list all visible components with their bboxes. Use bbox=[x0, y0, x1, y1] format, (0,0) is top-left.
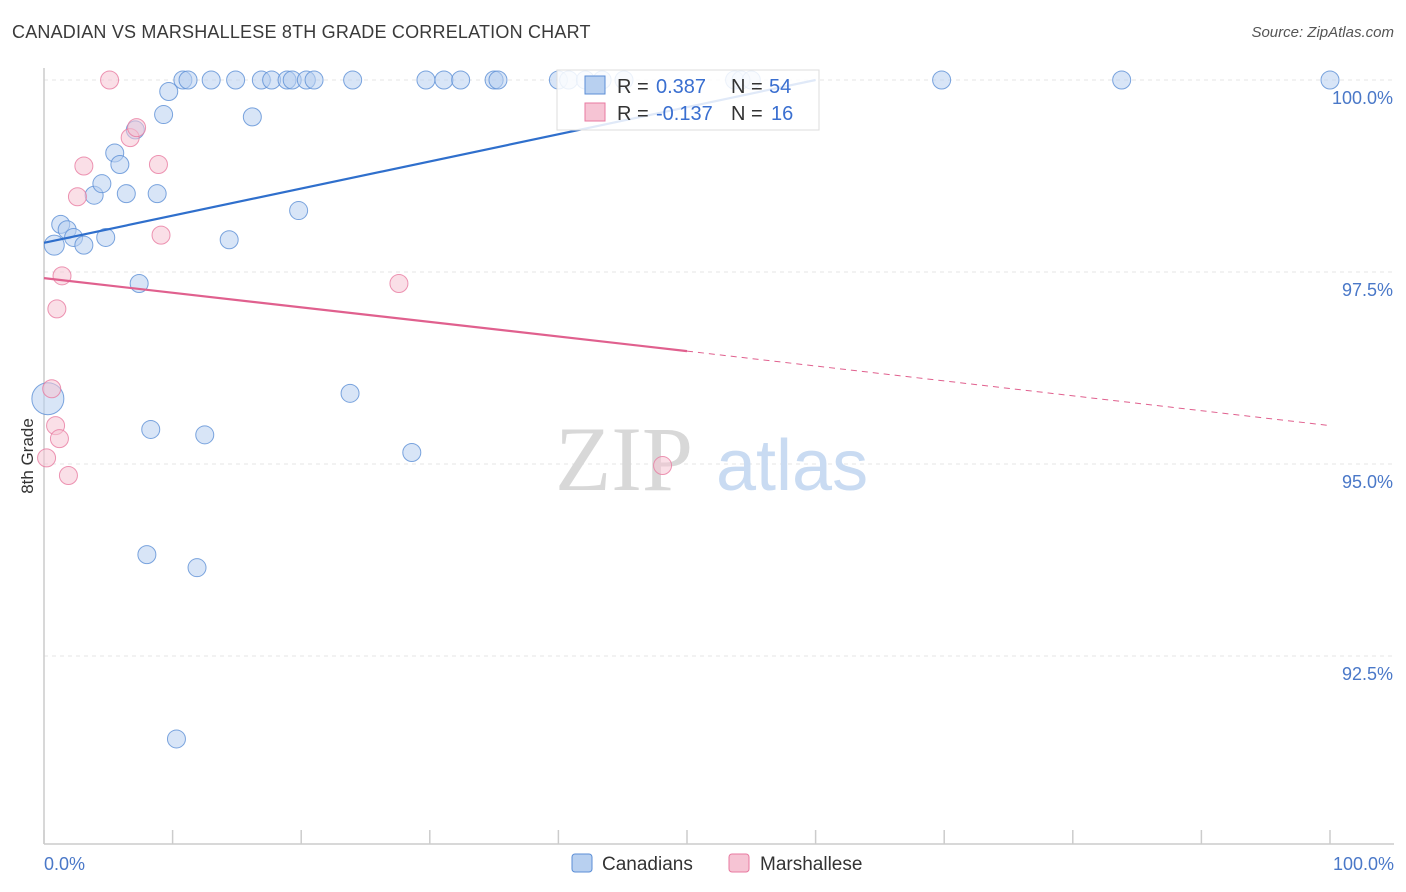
y-tick-label: 95.0% bbox=[1342, 472, 1393, 492]
canadians-point bbox=[92, 174, 112, 194]
canadians-point bbox=[1112, 70, 1132, 90]
canadians-point bbox=[932, 70, 952, 90]
trend-lines bbox=[43, 78, 1331, 427]
source-label: Source: ZipAtlas.com bbox=[1251, 24, 1394, 41]
canadians-point bbox=[187, 558, 207, 578]
marshallese-point bbox=[58, 466, 78, 486]
canadians-point bbox=[110, 154, 130, 174]
canadians-point bbox=[416, 70, 436, 90]
canadians-point bbox=[488, 70, 508, 90]
canadians-point bbox=[340, 383, 360, 403]
canadians-point bbox=[242, 107, 262, 127]
canadians-point bbox=[343, 70, 363, 90]
canadians-point bbox=[219, 230, 239, 250]
marshallese-trend-line bbox=[43, 277, 688, 353]
canadians-point bbox=[74, 235, 94, 255]
legend-n-value-2: 16 bbox=[771, 103, 793, 125]
y-axis-label: 8th Grade bbox=[18, 418, 37, 494]
canadians-point bbox=[166, 729, 186, 749]
marshallese-point bbox=[67, 187, 87, 207]
series-legend-marshallese: Marshallese bbox=[760, 854, 862, 875]
y-tick-label: 92.5% bbox=[1342, 664, 1393, 684]
x-tick-label-min: 0.0% bbox=[44, 854, 85, 874]
legend-swatch-pink bbox=[584, 102, 606, 122]
marshallese-trend-extension bbox=[686, 350, 1331, 427]
canadians-point bbox=[178, 70, 198, 90]
watermark-zip: ZIP bbox=[555, 408, 693, 510]
legend-r-label-1: R = bbox=[617, 76, 649, 98]
stats-legend: R = 0.387 N = 54 R = -0.137 N = 16 bbox=[556, 69, 820, 131]
series-legend-canadians: Canadians bbox=[602, 854, 693, 875]
canadians-point bbox=[147, 184, 167, 204]
legend-n-label-1: N = bbox=[731, 76, 763, 98]
canadians-point bbox=[116, 184, 136, 204]
canadians-point bbox=[402, 442, 422, 462]
series-legend-swatch-marshallese bbox=[728, 853, 750, 873]
legend-swatch-blue bbox=[584, 75, 606, 95]
marshallese-point bbox=[74, 156, 94, 176]
y-tick-labels: 92.5% 95.0% 97.5% 100.0% bbox=[1332, 88, 1393, 684]
marshallese-point bbox=[100, 70, 120, 90]
canadians-point bbox=[451, 70, 471, 90]
canadians-point bbox=[137, 545, 157, 565]
marshallese-point bbox=[47, 299, 67, 319]
marshallese-point bbox=[148, 154, 168, 174]
x-tick-label-max: 100.0% bbox=[1333, 854, 1394, 874]
marshallese-point bbox=[151, 225, 171, 245]
canadians-point bbox=[159, 82, 179, 102]
canadians-point bbox=[154, 105, 174, 125]
gridlines bbox=[44, 79, 1394, 657]
series-legend-swatch-canadians bbox=[571, 853, 593, 873]
canadians-point bbox=[1320, 70, 1340, 90]
watermark-atlas: atlas bbox=[716, 426, 868, 506]
marshallese-point bbox=[389, 274, 409, 294]
canadians-point bbox=[195, 425, 215, 445]
marshallese-point bbox=[127, 118, 147, 138]
canadians-point bbox=[96, 227, 116, 247]
marshallese-point bbox=[42, 379, 62, 399]
legend-n-value-1: 54 bbox=[769, 76, 791, 98]
marshallese-point bbox=[52, 266, 72, 286]
canadians-point bbox=[226, 70, 246, 90]
canadians-point bbox=[201, 70, 221, 90]
marshallese-point bbox=[653, 456, 673, 476]
y-tick-label: 97.5% bbox=[1342, 280, 1393, 300]
x-ticks bbox=[43, 830, 1331, 844]
canadians-point bbox=[304, 70, 324, 90]
chart-title: CANADIAN VS MARSHALLESE 8TH GRADE CORREL… bbox=[12, 22, 591, 42]
marshallese-point bbox=[37, 448, 57, 468]
legend-r-label-2: R = bbox=[617, 103, 649, 125]
legend-n-label-2: N = bbox=[731, 103, 763, 125]
series-legend: Canadians Marshallese bbox=[571, 853, 862, 875]
marshallese-point bbox=[49, 429, 69, 449]
legend-r-value-2: -0.137 bbox=[656, 103, 713, 125]
canadians-point bbox=[434, 70, 454, 90]
canadians-point bbox=[289, 201, 309, 221]
canadians-point bbox=[141, 419, 161, 439]
legend-r-value-1: 0.387 bbox=[656, 76, 706, 98]
y-tick-label: 100.0% bbox=[1332, 88, 1393, 108]
